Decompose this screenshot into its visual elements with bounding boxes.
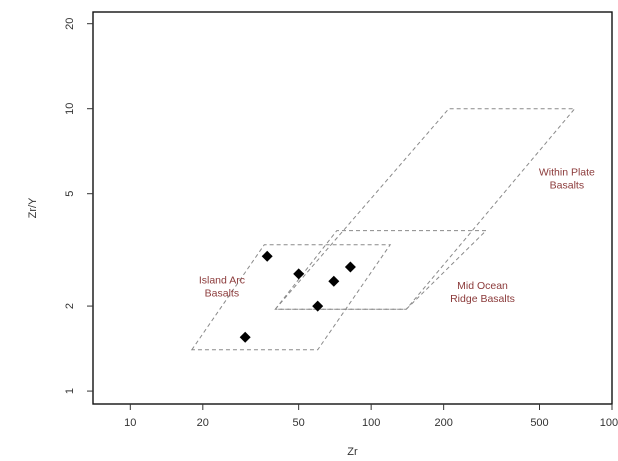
field-polygon xyxy=(274,230,488,310)
field-polygon xyxy=(190,244,392,351)
x-tick-label: 1000 xyxy=(600,417,618,429)
field-label-line: Basalts xyxy=(550,180,584,192)
data-point xyxy=(344,261,356,273)
y-tick-label: 20 xyxy=(64,18,76,30)
x-tick-label: 500 xyxy=(530,417,548,429)
field-label-line: Mid Ocean xyxy=(457,280,508,292)
data-point xyxy=(312,300,324,312)
y-tick-label: 1 xyxy=(64,388,76,394)
field-label-line: Within Plate xyxy=(539,167,595,179)
x-axis: 10 20 50 100 200 500 1000 xyxy=(124,404,618,429)
field-label-line: Basalts xyxy=(205,288,239,300)
data-point xyxy=(328,275,340,287)
data-point xyxy=(293,268,305,280)
field-label: Within Plate Basalts xyxy=(539,167,595,192)
data-points xyxy=(239,250,356,343)
field-polygon xyxy=(274,108,576,310)
y-tick-label: 2 xyxy=(64,303,76,309)
x-tick-label: 20 xyxy=(197,417,209,429)
data-point xyxy=(261,250,273,262)
data-point xyxy=(239,331,251,343)
y-tick-label: 10 xyxy=(64,103,76,115)
field-label: Mid Ocean Ridge Basalts xyxy=(450,280,515,305)
x-tick-label: 100 xyxy=(362,417,380,429)
field-label-line: Island Arc xyxy=(199,275,245,287)
y-axis-label: Zr/Y xyxy=(27,197,39,218)
field-label: Island Arc Basalts xyxy=(199,275,245,300)
x-tick-label: 10 xyxy=(124,417,136,429)
plot-frame xyxy=(92,11,613,405)
field-polygons xyxy=(190,108,576,351)
y-axis: 1 2 5 10 20 xyxy=(64,18,93,394)
x-tick-label: 200 xyxy=(434,417,452,429)
field-label-line: Ridge Basalts xyxy=(450,293,515,305)
y-tick-label: 5 xyxy=(64,191,76,197)
x-axis-label: Zr xyxy=(347,446,358,458)
x-tick-label: 50 xyxy=(293,417,305,429)
